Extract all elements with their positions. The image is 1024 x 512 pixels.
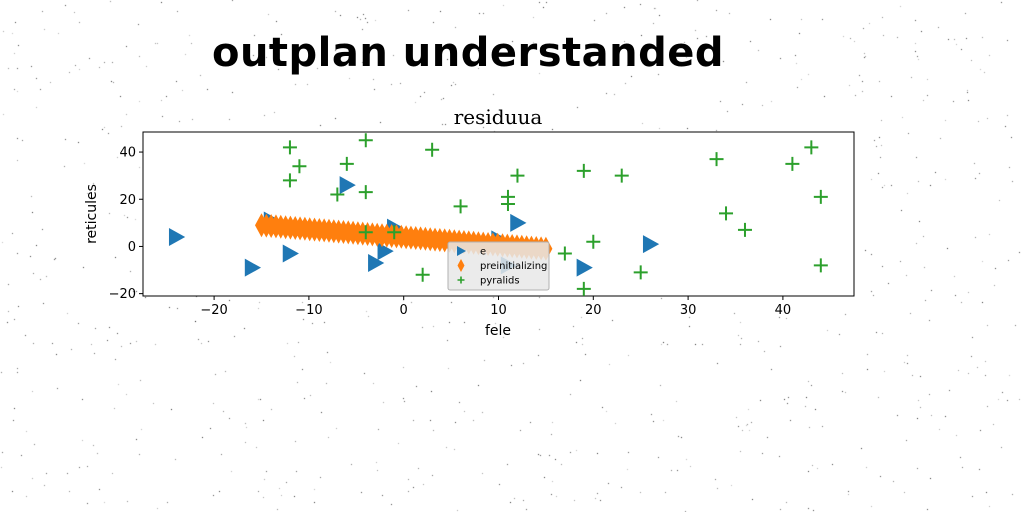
point-pyralids — [557, 246, 572, 261]
point-e — [244, 258, 262, 277]
point-e — [510, 213, 527, 232]
point-pyralids — [510, 168, 525, 183]
point-pyralids — [719, 206, 734, 221]
y-tick-label: 40 — [119, 146, 136, 161]
point-pyralids — [358, 185, 373, 200]
legend-label: preinitializing — [480, 261, 547, 272]
x-tick-label: 0 — [400, 303, 408, 318]
point-pyralids — [804, 140, 819, 155]
y-tick-label: 0 — [128, 240, 136, 255]
y-tick-label: 20 — [119, 193, 136, 208]
legend-marker-preinitializing — [457, 259, 465, 272]
legend-label: e — [480, 247, 486, 258]
point-pyralids — [813, 258, 828, 273]
point-pyralids — [282, 140, 297, 155]
legend-frame — [447, 241, 550, 291]
point-pyralids — [500, 196, 515, 211]
y-tick-label: −20 — [109, 287, 136, 302]
x-tick-label: 20 — [585, 303, 602, 318]
legend: e preinitializing pyralids — [447, 241, 550, 291]
point-pyralids — [576, 163, 591, 178]
point-pyralids — [785, 156, 800, 171]
point-pyralids — [330, 187, 345, 202]
point-pyralids — [614, 168, 629, 183]
point-e — [168, 228, 186, 247]
x-tick-label: 10 — [490, 303, 507, 318]
point-pyralids — [358, 225, 373, 240]
point-pyralids — [633, 265, 648, 280]
point-pyralids — [737, 222, 752, 237]
point-pyralids — [358, 133, 373, 148]
point-pyralids — [339, 156, 354, 171]
point-e — [339, 176, 356, 195]
x-tick-label: 30 — [680, 303, 697, 318]
point-e — [368, 253, 385, 272]
x-tick-label: 40 — [775, 303, 792, 318]
point-pyralids — [813, 189, 828, 204]
y-axis-label: reticules — [84, 184, 100, 244]
point-pyralids — [586, 234, 601, 249]
x-axis: −20 −10 0 10 20 30 40 — [200, 296, 791, 318]
legend-marker-e — [457, 246, 466, 256]
point-pyralids — [576, 281, 591, 296]
point-pyralids — [425, 142, 440, 157]
point-e — [576, 258, 593, 277]
legend-marker-pyralids — [457, 276, 465, 284]
point-pyralids — [282, 173, 297, 188]
point-e — [282, 244, 299, 263]
legend-label: pyralids — [480, 276, 520, 287]
point-pyralids — [292, 159, 307, 174]
y-axis: −20 0 20 40 — [109, 146, 143, 302]
point-e — [642, 235, 660, 254]
chart-title: residuua — [454, 105, 543, 129]
point-pyralids — [387, 225, 402, 240]
point-pyralids — [453, 199, 468, 214]
point-pyralids — [709, 152, 724, 167]
x-tick-label: −10 — [295, 303, 322, 318]
point-pyralids — [415, 267, 430, 282]
page-title: outplan understanded — [211, 30, 725, 76]
x-axis-label: fele — [485, 323, 511, 339]
point-e — [377, 242, 394, 261]
x-tick-label: −20 — [200, 303, 227, 318]
